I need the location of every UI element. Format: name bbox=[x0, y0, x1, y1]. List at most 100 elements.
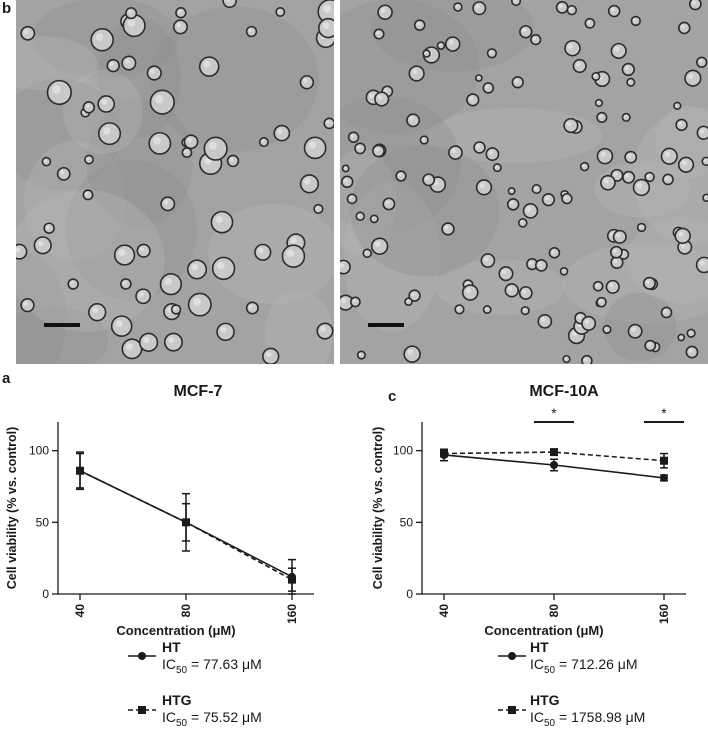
cell-highlight bbox=[92, 307, 99, 314]
cell-highlight bbox=[639, 225, 642, 228]
cell-highlight bbox=[139, 246, 145, 252]
cell-highlight bbox=[385, 200, 390, 205]
cell bbox=[160, 196, 176, 212]
cell bbox=[522, 203, 539, 219]
cell bbox=[566, 4, 578, 16]
cell bbox=[245, 25, 258, 38]
micro-shading bbox=[350, 144, 500, 277]
micro-shading bbox=[340, 148, 397, 256]
cell bbox=[520, 306, 530, 316]
cell-highlight bbox=[603, 178, 609, 184]
cell bbox=[203, 136, 228, 161]
cell-highlight bbox=[261, 139, 265, 143]
legend-htg-ic50: IC50 = 75.52 μM bbox=[162, 709, 262, 729]
y-tick-label: 100 bbox=[29, 444, 49, 458]
cell bbox=[159, 273, 183, 296]
cell bbox=[485, 147, 500, 162]
cell bbox=[644, 171, 655, 183]
cell-highlight bbox=[582, 164, 585, 168]
cell-highlight bbox=[377, 94, 383, 100]
cell bbox=[273, 124, 291, 142]
legend-htg-line-marker bbox=[498, 706, 526, 714]
cell bbox=[572, 58, 587, 74]
cell bbox=[187, 292, 212, 317]
cell-highlight bbox=[37, 240, 44, 247]
cell bbox=[444, 36, 461, 52]
point-htg bbox=[660, 456, 668, 465]
cell bbox=[138, 332, 159, 353]
cell bbox=[374, 91, 390, 107]
cell bbox=[170, 304, 182, 315]
cell-highlight bbox=[425, 176, 430, 181]
cell-highlight bbox=[595, 283, 599, 287]
cell bbox=[579, 161, 590, 172]
cell-highlight bbox=[103, 127, 111, 135]
cell-highlight bbox=[681, 24, 685, 29]
cell bbox=[347, 131, 360, 143]
cell-highlight bbox=[596, 101, 600, 104]
cell-highlight bbox=[495, 165, 498, 169]
cell bbox=[486, 48, 498, 59]
legend-ht-line-marker bbox=[128, 652, 156, 660]
cell-highlight bbox=[85, 192, 89, 196]
cell bbox=[630, 15, 641, 27]
significance-star: * bbox=[551, 405, 557, 421]
cell-highlight bbox=[587, 20, 591, 24]
cell-highlight bbox=[168, 336, 175, 344]
cell bbox=[591, 71, 601, 81]
cell-highlight bbox=[143, 337, 150, 344]
cell-highlight bbox=[513, 0, 517, 2]
cell-highlight bbox=[215, 215, 224, 224]
cell-highlight bbox=[532, 36, 537, 41]
cell bbox=[346, 193, 358, 205]
cell-highlight bbox=[564, 195, 568, 200]
cell-highlight bbox=[636, 182, 643, 189]
cell-highlight bbox=[326, 120, 330, 124]
cell bbox=[559, 266, 569, 276]
cell bbox=[609, 245, 623, 259]
cell bbox=[422, 49, 431, 58]
cell bbox=[531, 184, 542, 195]
cell-highlight bbox=[341, 298, 347, 304]
cell-highlight bbox=[43, 159, 47, 163]
cell-highlight bbox=[485, 84, 489, 89]
cell bbox=[281, 244, 306, 269]
cell bbox=[563, 117, 579, 134]
cell bbox=[275, 7, 286, 17]
cell-highlight bbox=[616, 233, 621, 238]
cell bbox=[624, 150, 638, 164]
cell bbox=[696, 56, 708, 68]
cell-highlight bbox=[623, 115, 627, 118]
cell-highlight bbox=[522, 308, 526, 312]
cell bbox=[636, 222, 647, 233]
cell bbox=[607, 4, 621, 18]
cell bbox=[610, 42, 627, 60]
cell bbox=[198, 56, 220, 77]
cell-highlight bbox=[124, 59, 130, 64]
cell-highlight bbox=[679, 335, 682, 338]
cell-highlight bbox=[127, 9, 132, 14]
point-ht bbox=[660, 473, 668, 482]
point-htg bbox=[182, 518, 190, 527]
x-tick-label: 40 bbox=[73, 604, 87, 618]
cell bbox=[355, 211, 365, 222]
cell bbox=[135, 288, 152, 305]
cell bbox=[340, 175, 354, 189]
cell-highlight bbox=[191, 263, 198, 271]
cell-highlight bbox=[507, 286, 513, 291]
panel-letter-b: b bbox=[2, 0, 12, 17]
cell bbox=[20, 25, 36, 41]
cell bbox=[181, 147, 193, 158]
x-axis-label: Concentration (μM) bbox=[116, 623, 235, 638]
point-htg bbox=[288, 575, 296, 584]
cell bbox=[222, 0, 237, 8]
point-htg bbox=[550, 448, 558, 457]
cell bbox=[136, 243, 151, 258]
cell bbox=[642, 276, 656, 290]
cell-highlight bbox=[583, 357, 588, 362]
cell bbox=[172, 19, 188, 35]
cell bbox=[313, 203, 324, 215]
cell bbox=[561, 192, 573, 205]
cell-highlight bbox=[421, 137, 425, 141]
cell bbox=[686, 328, 696, 338]
